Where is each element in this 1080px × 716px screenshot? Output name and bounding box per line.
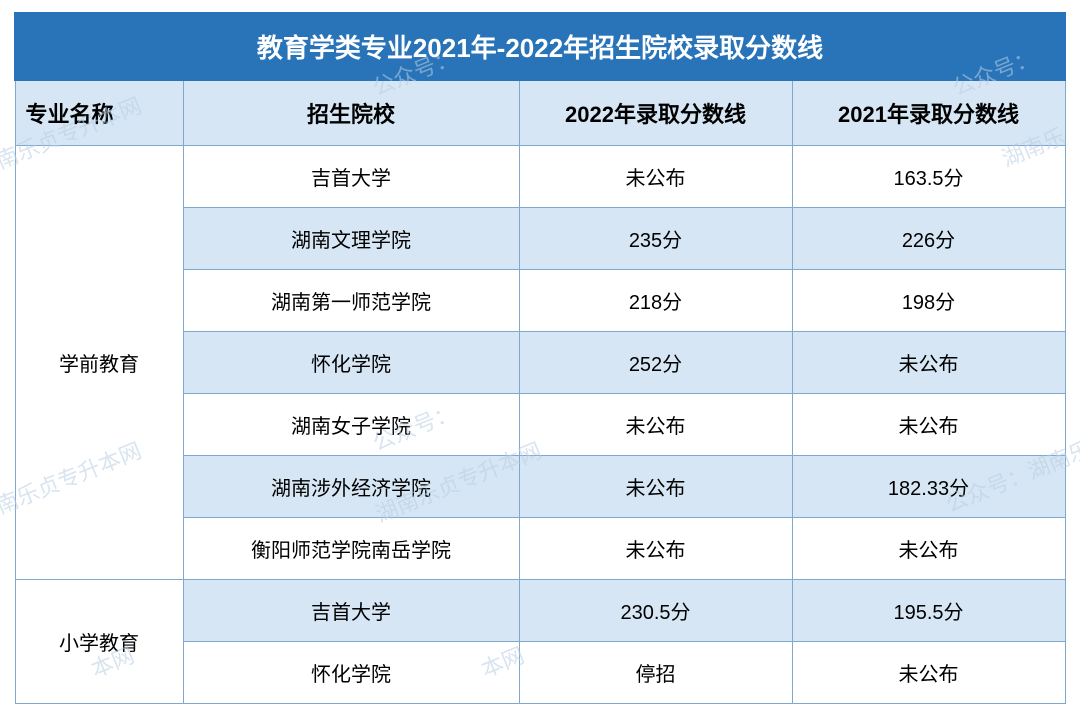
cell-y2021: 182.33分 (792, 456, 1065, 518)
cell-y2022: 未公布 (519, 518, 792, 580)
cell-school: 衡阳师范学院南岳学院 (183, 518, 519, 580)
cell-y2021: 未公布 (792, 642, 1065, 704)
cell-y2021: 198分 (792, 270, 1065, 332)
title-row: 教育学类专业2021年-2022年招生院校录取分数线 (15, 13, 1065, 80)
cell-y2021: 163.5分 (792, 146, 1065, 208)
table-container: 教育学类专业2021年-2022年招生院校录取分数线 专业名称 招生院校 202… (0, 0, 1080, 716)
header-row: 专业名称 招生院校 2022年录取分数线 2021年录取分数线 (15, 80, 1065, 146)
cell-school: 湖南文理学院 (183, 208, 519, 270)
header-2022: 2022年录取分数线 (519, 80, 792, 146)
score-table: 教育学类专业2021年-2022年招生院校录取分数线 专业名称 招生院校 202… (14, 12, 1066, 704)
cell-y2022: 230.5分 (519, 580, 792, 642)
table-body: 学前教育吉首大学未公布163.5分湖南文理学院235分226分湖南第一师范学院2… (15, 146, 1065, 704)
cell-y2021: 未公布 (792, 518, 1065, 580)
cell-y2021: 未公布 (792, 394, 1065, 456)
cell-major: 学前教育 (15, 146, 183, 580)
cell-y2021: 226分 (792, 208, 1065, 270)
table-row: 学前教育吉首大学未公布163.5分 (15, 146, 1065, 208)
cell-y2021: 195.5分 (792, 580, 1065, 642)
cell-major: 小学教育 (15, 580, 183, 704)
cell-y2022: 未公布 (519, 146, 792, 208)
cell-y2021: 未公布 (792, 332, 1065, 394)
cell-school: 湖南女子学院 (183, 394, 519, 456)
cell-y2022: 252分 (519, 332, 792, 394)
header-school: 招生院校 (183, 80, 519, 146)
cell-y2022: 未公布 (519, 394, 792, 456)
header-major: 专业名称 (15, 80, 183, 146)
cell-school: 吉首大学 (183, 146, 519, 208)
cell-y2022: 未公布 (519, 456, 792, 518)
cell-school: 怀化学院 (183, 332, 519, 394)
cell-school: 吉首大学 (183, 580, 519, 642)
header-2021: 2021年录取分数线 (792, 80, 1065, 146)
cell-y2022: 停招 (519, 642, 792, 704)
table-title: 教育学类专业2021年-2022年招生院校录取分数线 (15, 13, 1065, 80)
cell-school: 怀化学院 (183, 642, 519, 704)
cell-y2022: 235分 (519, 208, 792, 270)
cell-school: 湖南涉外经济学院 (183, 456, 519, 518)
cell-y2022: 218分 (519, 270, 792, 332)
table-row: 小学教育吉首大学230.5分195.5分 (15, 580, 1065, 642)
cell-school: 湖南第一师范学院 (183, 270, 519, 332)
